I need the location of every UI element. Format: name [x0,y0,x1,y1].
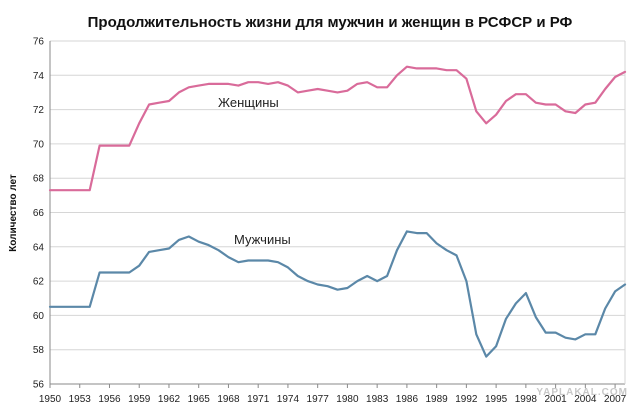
y-tick-label: 68 [33,174,45,185]
y-tick-label: 66 [33,208,45,219]
x-tick-label: 1968 [217,394,240,405]
x-tick-label: 1974 [277,394,300,405]
x-tick-label: 1983 [366,394,389,405]
grid-lines [50,40,625,385]
y-tick-label: 72 [33,105,45,116]
x-tick-label: 1959 [128,394,151,405]
x-tick-label: 1995 [485,394,508,405]
x-tick-label: 2001 [544,394,567,405]
x-tick-label: 1980 [336,394,359,405]
x-tick-label: 1992 [455,394,478,405]
y-axis-label: Количество лет [8,174,19,252]
x-tick-label: 2004 [574,394,597,405]
y-tick-label: 74 [33,71,45,82]
x-tick-label: 1956 [98,394,121,405]
y-axis-tick-labels: 56 58 60 62 64 66 68 70 72 74 76 [33,37,45,391]
chart-title: Продолжительность жизни для мужчин и жен… [88,14,573,31]
x-tick-label: 2007 [604,394,627,405]
axes [49,41,626,388]
y-tick-label: 76 [33,37,45,48]
y-tick-label: 56 [33,380,45,391]
series-label-women: Женщины [218,95,279,110]
x-tick-label: 1989 [426,394,449,405]
series-label-men: Мужчины [234,232,291,247]
y-tick-label: 64 [33,242,45,253]
y-tick-label: 58 [33,345,45,356]
y-tick-label: 70 [33,139,45,150]
x-tick-label: 1971 [247,394,270,405]
x-tick-label: 1998 [515,394,538,405]
series-lines [48,65,627,358]
series-line-women [48,65,627,192]
y-tick-label: 62 [33,277,45,288]
x-axis-tick-labels: 1950 1953 1956 1959 1962 1965 1968 1971 1974 1977… [39,394,627,405]
x-tick-label: 1977 [307,394,330,405]
series-line-men [48,230,627,358]
x-tick-label: 1953 [69,394,92,405]
x-tick-label: 1950 [39,394,62,405]
watermark: YAPLAKAL.COM [536,387,628,398]
x-tick-label: 1986 [396,394,419,405]
x-tick-label: 1965 [188,394,211,405]
y-tick-label: 60 [33,311,45,322]
x-tick-label: 1962 [158,394,181,405]
